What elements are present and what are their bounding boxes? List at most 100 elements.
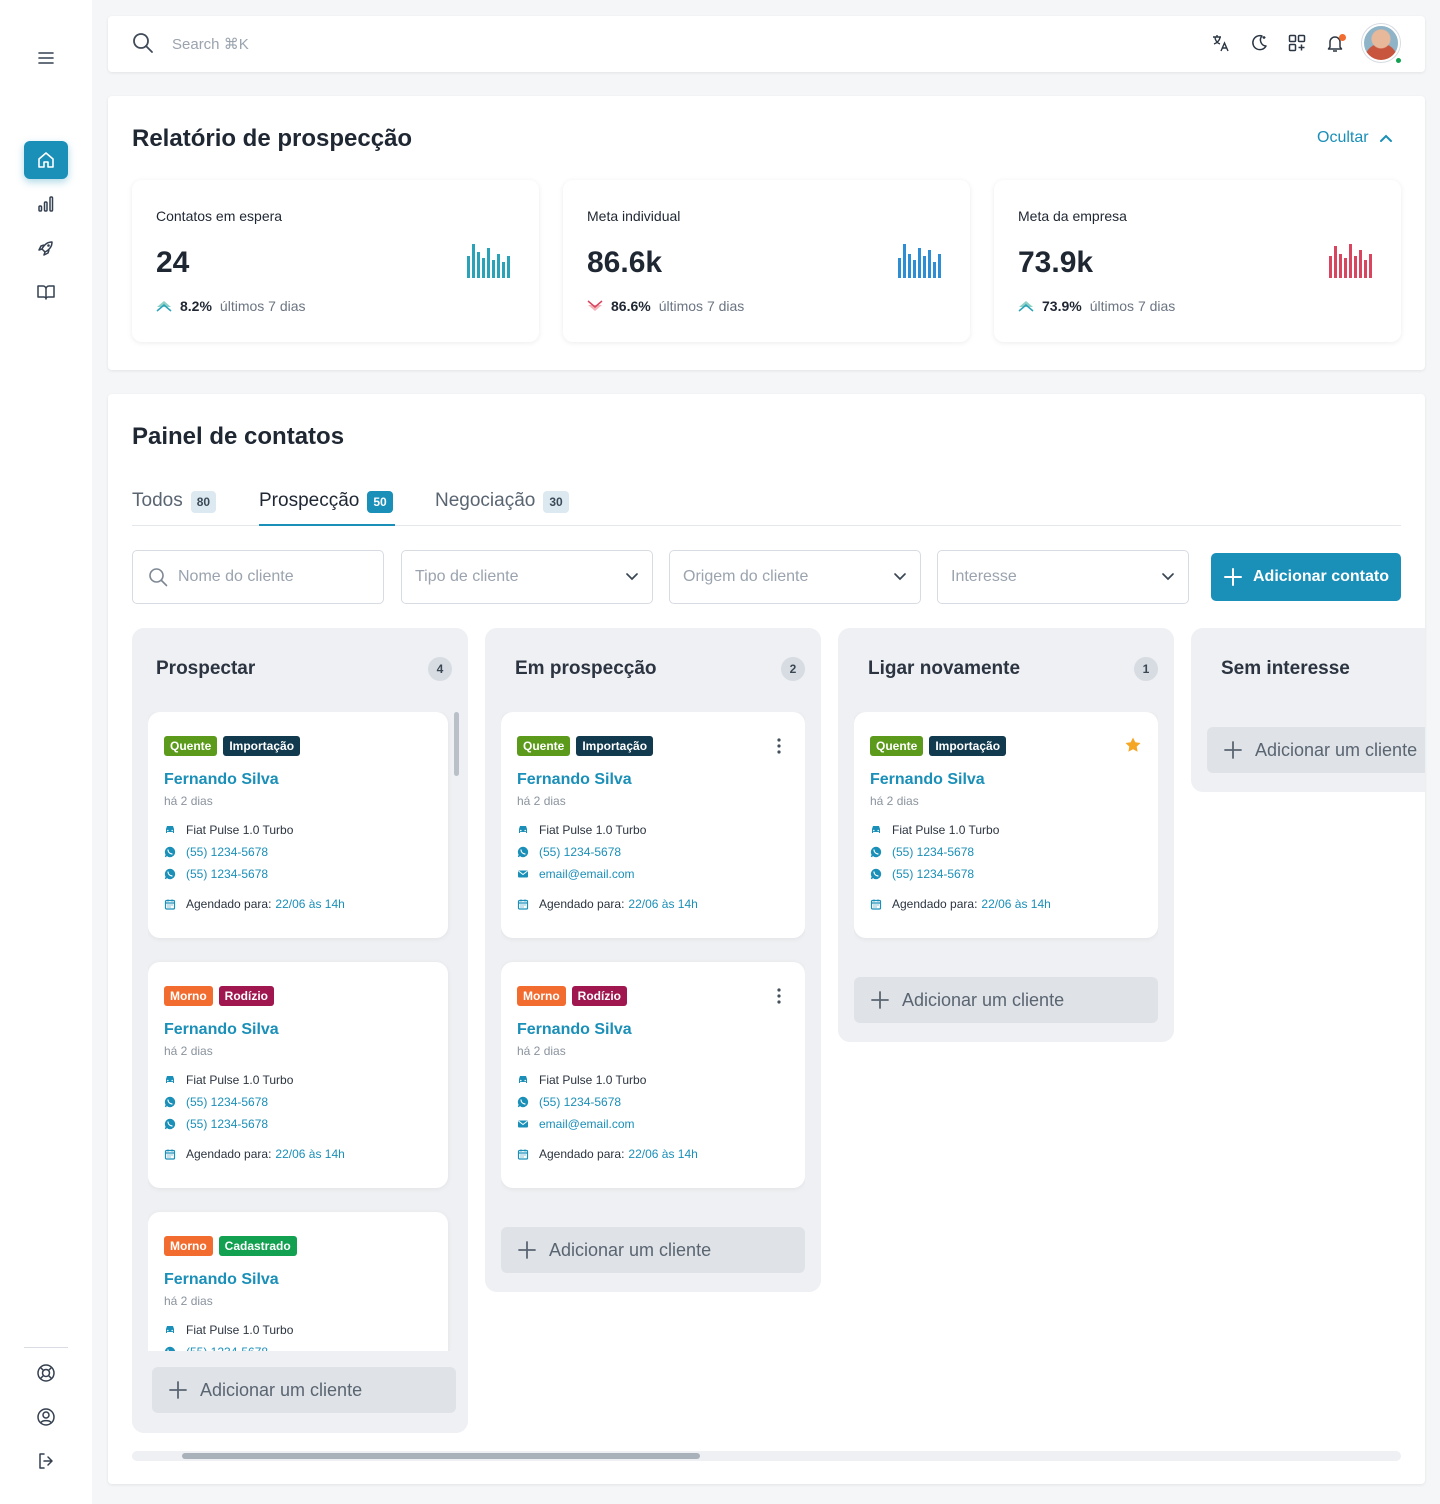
card-phone[interactable]: (55) 1234-5678 [164,1117,268,1131]
client-time-ago: há 2 dias [517,1044,566,1058]
contact-card[interactable]: Morno Rodízio Fernando Silva há 2 dias Fiat … [148,962,448,1188]
contact-card[interactable]: Morno Rodízio Fernando Silva há 2 dias Fiat … [501,962,805,1188]
stat-card: Meta individual 86.6k 86.6% últimos 7 di… [563,180,970,342]
card-phone[interactable]: (55) 1234-5678 [164,1095,268,1109]
card-phone[interactable]: (55) 1234-5678 [870,845,974,859]
whatsapp-icon [164,1096,176,1108]
prospecting-report: Relatório de prospecção Ocultar Contatos… [108,96,1425,370]
tab-todos[interactable]: Todos 80 [132,490,217,526]
book-icon[interactable] [24,273,68,311]
client-type-select[interactable]: Tipo de cliente [401,550,653,604]
card-tags: Morno Cadastrado [164,1236,297,1256]
car-icon [872,826,880,833]
client-name[interactable]: Fernando Silva [164,771,279,788]
client-time-ago: há 2 dias [164,794,213,808]
translate-icon[interactable] [1211,33,1231,58]
whatsapp-icon [164,868,176,880]
column-scrollbar[interactable] [454,712,459,776]
card-phone[interactable]: (55) 1234-5678 [870,867,974,881]
contact-card[interactable]: Morno Cadastrado Fernando Silva há 2 dias Fi… [148,1212,448,1351]
kanban-column-ligar-novamente: Ligar novamente 1 Quente Importação Fernan… [838,628,1174,1042]
plus-icon [518,1241,536,1259]
vehicle-text: Fiat Pulse 1.0 Turbo [539,823,647,837]
phone-text: (55) 1234-5678 [186,1117,269,1131]
add-client-label: Adicionar um cliente [902,989,1065,1010]
chevron-down-icon [626,573,638,581]
add-client-button[interactable]: Adicionar um cliente [854,977,1158,1023]
interest-placeholder: Interesse [951,568,1017,585]
hide-label: Ocultar [1317,129,1369,146]
card-phone[interactable]: (55) 1234-5678 [517,1095,621,1109]
tag-quente: Quente [517,736,571,756]
car-icon [519,826,527,833]
more-options-icon[interactable] [777,738,781,759]
add-client-button[interactable]: Adicionar um cliente [501,1227,805,1273]
card-vehicle: Fiat Pulse 1.0 Turbo [517,1073,646,1087]
rocket-icon[interactable] [24,229,68,267]
card-email[interactable]: email@email.com [517,1117,635,1131]
hide-button[interactable]: Ocultar [1317,129,1393,147]
client-name-placeholder: Nome do cliente [178,568,294,585]
horizontal-scrollbar[interactable] [132,1451,1401,1461]
search-input[interactable]: Search ⌘K [172,36,249,53]
client-origin-placeholder: Origem do cliente [683,568,809,585]
kanban-column-prospectar: Prospectar 4 Quente Importação Fernando Si… [132,628,468,1433]
client-name[interactable]: Fernando Silva [517,771,632,788]
star-icon[interactable] [1124,736,1142,759]
card-schedule: Agendado para: 22/06 às 14h [517,1147,698,1161]
card-phone[interactable]: (55) 1234-5678 [517,845,621,859]
column-cards[interactable]: Quente Importação Fernando Silva há 2 dias F… [148,712,452,1351]
contact-card[interactable]: Quente Importação Fernando Silva há 2 dias F… [148,712,448,938]
column-count: 4 [428,657,452,681]
user-icon[interactable] [24,1398,68,1436]
client-origin-select[interactable]: Origem do cliente [669,550,921,604]
schedule-label: Agendado para: [539,1147,625,1161]
add-client-button[interactable]: Adicionar um cliente [1207,727,1425,773]
contact-card[interactable]: Quente Importação Fernando Silva há 2 dias F… [854,712,1158,938]
card-phone[interactable]: (55) 1234-5678 [164,845,268,859]
whatsapp-icon [870,868,882,880]
dark-mode-icon[interactable] [1249,33,1269,58]
tab-label: Negociação [435,490,536,511]
card-phone[interactable]: (55) 1234-5678 [164,867,268,881]
client-name[interactable]: Fernando Silva [517,1021,632,1038]
tab-prospeccao[interactable]: Prospecção 50 [259,490,395,526]
card-tags: Quente Importação [517,736,654,756]
more-options-icon[interactable] [777,988,781,1009]
stat-card: Contatos em espera 24 8.2% últimos 7 dia… [132,180,539,342]
client-time-ago: há 2 dias [517,794,566,808]
interest-select[interactable]: Interesse [937,550,1189,604]
client-name-search[interactable]: Nome do cliente [132,550,384,604]
bell-icon[interactable] [1325,33,1345,58]
avatar[interactable] [1362,24,1400,62]
chart-icon[interactable] [24,185,68,223]
vehicle-text: Fiat Pulse 1.0 Turbo [539,1073,647,1087]
phone-text: (55) 1234-5678 [539,1095,622,1109]
contact-card[interactable]: Quente Importação Fernando Silva há 2 dias F… [501,712,805,938]
help-icon[interactable] [24,1354,68,1392]
client-name[interactable]: Fernando Silva [870,771,985,788]
calendar-icon [517,899,529,910]
tab-negociacao[interactable]: Negociação 30 [435,490,569,526]
menu-icon[interactable] [24,39,68,77]
add-contact-button[interactable]: Adicionar contato [1211,553,1401,601]
home-icon[interactable] [24,141,68,179]
plus-icon [1223,568,1242,586]
scrollbar-thumb[interactable] [182,1453,700,1459]
column-cards: Quente Importação Fernando Silva há 2 dias F… [854,712,1158,962]
apps-icon[interactable] [1287,33,1307,58]
card-email[interactable]: email@email.com [517,867,635,881]
client-name[interactable]: Fernando Silva [164,1021,279,1038]
trend-down-icon [587,300,603,311]
search-icon[interactable] [132,32,154,59]
calendar-icon [870,899,882,910]
logout-icon[interactable] [24,1442,68,1480]
client-name[interactable]: Fernando Silva [164,1271,279,1288]
email-icon [518,1120,528,1128]
card-phone[interactable]: (55) 1234-5678 [164,1345,268,1351]
add-client-button[interactable]: Adicionar um cliente [152,1367,456,1413]
kanban-column-sem-interesse: Sem interesse Adicionar um cliente [1191,628,1425,792]
schedule-value: 22/06 às 14h [981,897,1051,911]
schedule-value: 22/06 às 14h [275,897,345,911]
calendar-icon [517,1149,529,1160]
